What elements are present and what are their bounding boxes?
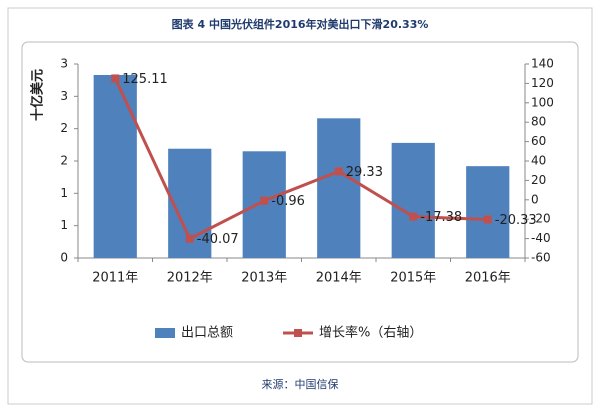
- legend-label: 出口总额: [181, 326, 233, 341]
- data-label: -20.33: [495, 213, 537, 228]
- legend-swatch: [294, 329, 303, 337]
- y2-tick-label: -40: [531, 231, 551, 245]
- y-axis-label: 十亿美元: [30, 69, 46, 121]
- chart-area: [21, 41, 579, 363]
- data-label: 29.33: [346, 165, 383, 180]
- marker: [483, 215, 492, 224]
- bar: [93, 74, 137, 258]
- y-tick-label: 0: [60, 251, 68, 265]
- y2-tick-label: 20: [531, 173, 546, 187]
- y2-tick-label: 80: [531, 115, 546, 129]
- bar: [391, 142, 435, 258]
- y2-tick-label: 100: [531, 95, 554, 109]
- x-tick-label: 2012年: [167, 271, 213, 286]
- y-tick-label: 1: [60, 186, 68, 200]
- data-label: -40.07: [197, 232, 239, 247]
- x-tick-label: 2011年: [92, 271, 138, 286]
- y2-tick-label: 0: [531, 192, 539, 206]
- y2-tick-label: -60: [531, 251, 551, 265]
- marker: [111, 74, 120, 83]
- data-label: -17.38: [420, 210, 462, 225]
- y-tick-label: 3: [60, 89, 68, 103]
- data-label: -0.96: [271, 194, 305, 209]
- bar: [317, 118, 361, 258]
- y-tick-label: 1: [60, 218, 68, 232]
- data-label: 125.11: [122, 72, 168, 87]
- x-tick-label: 2013年: [241, 271, 287, 286]
- x-tick-label: 2016年: [465, 271, 511, 286]
- y2-tick-label: 120: [531, 76, 554, 90]
- y2-tick-label: 40: [531, 154, 546, 168]
- chart-title: 图表 4 中国光伏组件2016年对美出口下滑20.33%: [172, 17, 429, 31]
- y2-tick-label: 60: [531, 134, 546, 148]
- bar: [466, 166, 510, 258]
- line: [113, 77, 488, 241]
- marker: [260, 196, 269, 205]
- legend-swatch: [155, 328, 175, 338]
- x-tick-label: 2015年: [390, 271, 436, 286]
- y2-tick-label: 140: [531, 57, 554, 71]
- marker: [334, 167, 343, 176]
- x-tick-label: 2014年: [316, 271, 362, 286]
- y-tick-label: 2: [60, 154, 68, 168]
- frame: [7, 7, 593, 405]
- y2-tick-label: -20: [531, 212, 551, 226]
- marker: [409, 212, 418, 221]
- legend-label: 增长率%（右轴）: [319, 325, 422, 341]
- y-tick-label: 3: [60, 57, 68, 71]
- source: 来源：中国信保: [262, 377, 339, 391]
- marker: [185, 234, 194, 243]
- y-tick-label: 2: [60, 121, 68, 135]
